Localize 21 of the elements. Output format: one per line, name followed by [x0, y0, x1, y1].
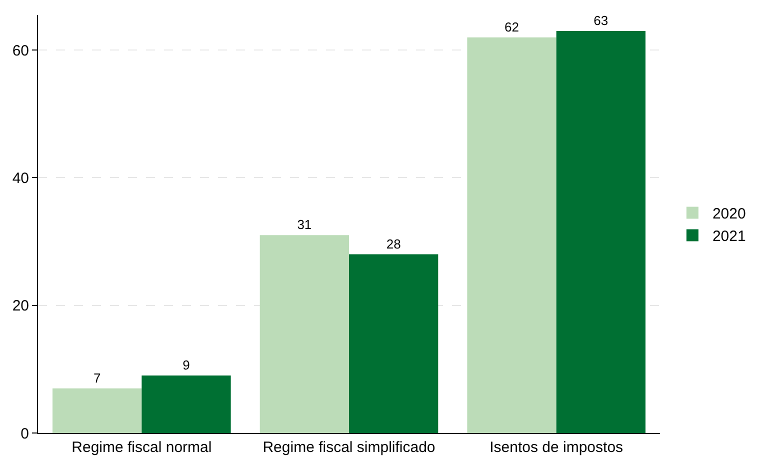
legend-label: 2021: [712, 228, 746, 246]
y-tick-label: 60: [12, 42, 29, 60]
bar: [349, 254, 438, 433]
bar: [142, 376, 231, 433]
x-tick-label: Regime fiscal normal: [72, 439, 212, 456]
y-tick-label: 0: [20, 425, 29, 442]
data-label: 7: [93, 370, 101, 386]
bar: [467, 37, 556, 433]
data-label: 63: [594, 12, 608, 28]
legend-label: 2020: [712, 206, 746, 223]
data-label: 31: [297, 217, 312, 232]
y-tick-label: 40: [12, 170, 29, 187]
data-label: 9: [182, 358, 190, 373]
bar: [260, 235, 349, 433]
y-tick-label: 20: [12, 298, 29, 315]
x-tick-label: Isentos de impostos: [490, 439, 624, 456]
data-label: 62: [504, 19, 519, 34]
x-tick-label: Regime fiscal simplificado: [262, 439, 436, 456]
bar: [52, 388, 142, 433]
bar: [556, 30, 646, 433]
data-label: 28: [386, 236, 401, 252]
